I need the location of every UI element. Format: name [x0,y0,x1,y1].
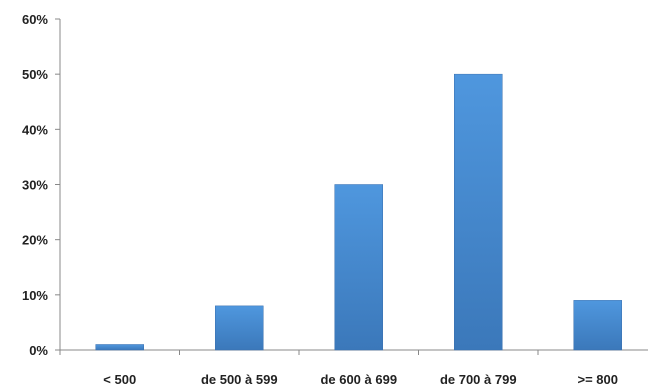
y-tick-label: 20% [22,233,48,248]
y-axis-ticks: 0% 10% 20% 30% 40% 50% 60% [22,12,60,358]
y-tick-label: 30% [22,178,48,193]
y-tick-label: 60% [22,12,48,27]
x-category-label: < 500 [103,372,136,387]
bars [95,73,622,351]
x-category-label: de 500 à 599 [201,372,278,387]
x-axis-labels: < 500 de 500 à 599 de 600 à 699 de 700 à 79… [103,372,618,387]
bar [95,344,144,351]
bar [573,300,622,351]
bar [454,73,503,351]
x-category-label: de 600 à 699 [320,372,397,387]
y-tick-label: 50% [22,67,48,82]
y-tick-label: 10% [22,288,48,303]
y-tick-label: 40% [22,122,48,137]
bar [334,184,383,351]
x-category-label: de 700 à 799 [440,372,517,387]
x-category-label: >= 800 [578,372,619,387]
y-tick-label: 0% [29,343,48,358]
bar [215,305,264,351]
